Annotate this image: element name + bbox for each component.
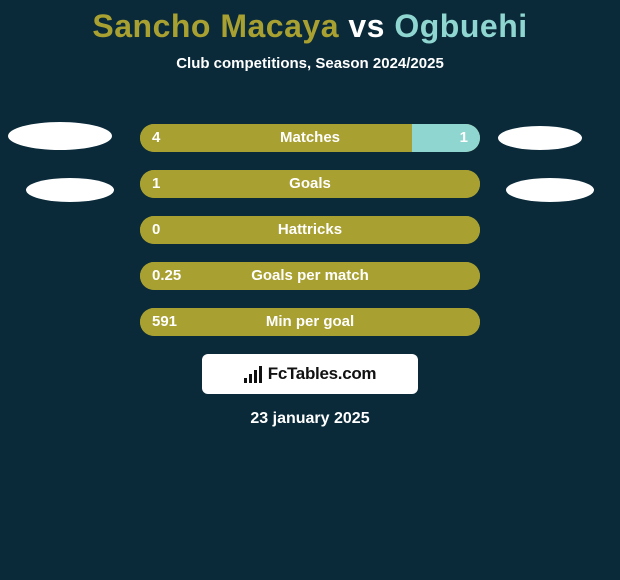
value-left: 591 [152,308,177,336]
value-right: 1 [460,124,468,152]
bar-left [140,216,480,244]
comparison-row: 41Matches [0,124,620,152]
logo-bars-icon [244,365,262,383]
value-left: 0.25 [152,262,181,290]
subtitle: Club competitions, Season 2024/2025 [0,55,620,72]
logo-text: FcTables.com [268,364,377,384]
bar-left [140,170,480,198]
comparison-row: 0Hattricks [0,216,620,244]
comparison-rows: 41Matches1Goals0Hattricks0.25Goals per m… [0,124,620,354]
comparison-row: 1Goals [0,170,620,198]
comparison-row: 591Min per goal [0,308,620,336]
value-left: 1 [152,170,160,198]
value-left: 0 [152,216,160,244]
page-title: Sancho Macaya vs Ogbuehi [0,0,620,45]
bar-track [140,170,480,198]
value-left: 4 [152,124,160,152]
title-player1: Sancho Macaya [92,8,339,44]
date-label: 23 january 2025 [0,410,620,428]
title-player2: Ogbuehi [394,8,527,44]
bar-left [140,308,480,336]
bar-track [140,262,480,290]
bar-track [140,308,480,336]
bar-track [140,216,480,244]
source-logo: FcTables.com [202,354,418,394]
title-vs: vs [348,8,385,44]
comparison-row: 0.25Goals per match [0,262,620,290]
bar-right [412,124,480,152]
bar-track [140,124,480,152]
bar-left [140,262,480,290]
bar-left [140,124,412,152]
comparison-infographic: Sancho Macaya vs Ogbuehi Club competitio… [0,0,620,580]
